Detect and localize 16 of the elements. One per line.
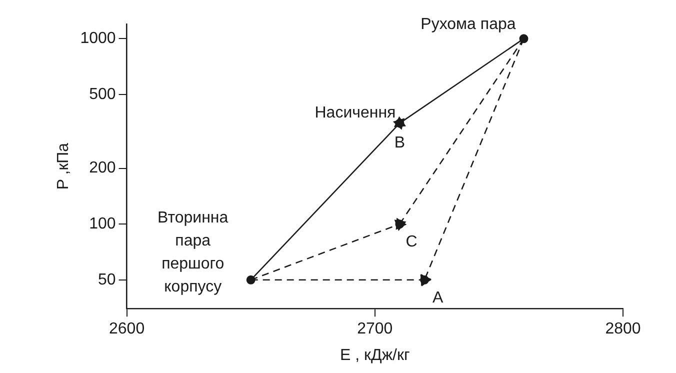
annotation: B [394,134,406,152]
y-tick-label: 100 [89,215,116,232]
annotation: A [432,289,444,306]
annotation: C [406,233,418,250]
x-tick-label: 2800 [605,320,641,338]
annotation: Вторинна пара першого корпусу [158,209,228,296]
x-tick-label: 2700 [357,320,393,338]
y-tick-label: 1000 [80,30,116,48]
annotation: Насичення [314,104,396,122]
y-tick-label: 50 [98,271,116,288]
x-tick-label: 2600 [108,320,145,338]
annotation: Рухома пара [420,16,516,34]
y-tick-label: 200 [89,160,116,177]
y-axis-title: P ,кПа [55,142,72,190]
x-axis-title: E , кДж/кг [340,346,410,364]
y-tick-label: 500 [89,86,116,103]
